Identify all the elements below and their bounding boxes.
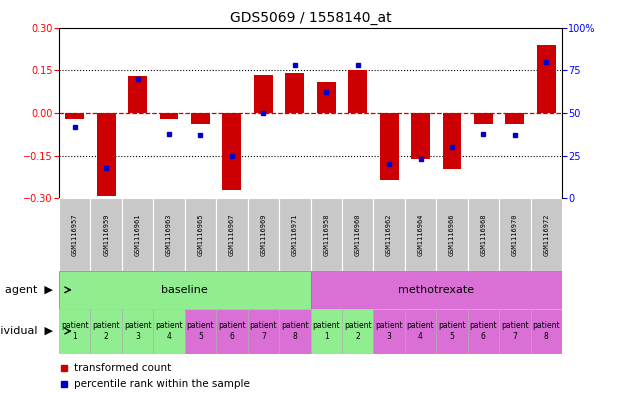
Bar bbox=[499, 309, 530, 354]
Text: GSM1116970: GSM1116970 bbox=[512, 213, 518, 256]
Bar bbox=[499, 198, 530, 271]
Text: GSM1116968: GSM1116968 bbox=[481, 213, 486, 256]
Bar bbox=[310, 198, 342, 271]
Text: transformed count: transformed count bbox=[74, 363, 171, 373]
Bar bbox=[185, 309, 216, 354]
Bar bbox=[468, 198, 499, 271]
Text: GSM1116967: GSM1116967 bbox=[229, 213, 235, 256]
Bar bbox=[530, 198, 562, 271]
Text: GSM1116964: GSM1116964 bbox=[417, 213, 424, 256]
Text: GSM1116972: GSM1116972 bbox=[543, 213, 550, 256]
Bar bbox=[122, 309, 153, 354]
Bar bbox=[279, 309, 310, 354]
Bar bbox=[505, 113, 524, 124]
Bar bbox=[342, 198, 373, 271]
Bar bbox=[310, 271, 562, 309]
Text: patient
7: patient 7 bbox=[501, 321, 528, 341]
Bar bbox=[91, 309, 122, 354]
Text: methotrexate: methotrexate bbox=[398, 285, 474, 295]
Bar bbox=[59, 198, 91, 271]
Text: patient
5: patient 5 bbox=[187, 321, 214, 341]
Text: individual  ▶: individual ▶ bbox=[0, 326, 53, 336]
Text: GSM1116963: GSM1116963 bbox=[166, 213, 172, 256]
Text: patient
6: patient 6 bbox=[218, 321, 246, 341]
Bar bbox=[279, 198, 310, 271]
Bar bbox=[443, 113, 461, 169]
Text: patient
8: patient 8 bbox=[281, 321, 309, 341]
Text: patient
4: patient 4 bbox=[155, 321, 183, 341]
Text: GSM1116957: GSM1116957 bbox=[71, 213, 78, 256]
Bar bbox=[160, 113, 178, 119]
Bar bbox=[379, 113, 399, 180]
Bar bbox=[530, 309, 562, 354]
Text: patient
1: patient 1 bbox=[312, 321, 340, 341]
Bar bbox=[317, 82, 335, 113]
Bar bbox=[248, 309, 279, 354]
Text: patient
8: patient 8 bbox=[532, 321, 560, 341]
Bar bbox=[65, 113, 84, 119]
Text: GSM1116958: GSM1116958 bbox=[323, 213, 329, 256]
Bar bbox=[468, 309, 499, 354]
Bar bbox=[436, 309, 468, 354]
Bar bbox=[128, 76, 147, 113]
Text: patient
7: patient 7 bbox=[250, 321, 277, 341]
Bar bbox=[216, 309, 248, 354]
Bar bbox=[474, 113, 493, 124]
Bar bbox=[59, 271, 310, 309]
Bar bbox=[405, 198, 436, 271]
Bar bbox=[310, 309, 342, 354]
Bar bbox=[373, 309, 405, 354]
Text: baseline: baseline bbox=[161, 285, 208, 295]
Text: GSM1116962: GSM1116962 bbox=[386, 213, 392, 256]
Text: percentile rank within the sample: percentile rank within the sample bbox=[74, 379, 250, 389]
Text: GSM1116971: GSM1116971 bbox=[292, 213, 298, 256]
Bar bbox=[222, 113, 242, 190]
Text: GSM1116965: GSM1116965 bbox=[197, 213, 204, 256]
Bar bbox=[411, 113, 430, 158]
Bar bbox=[436, 198, 468, 271]
Bar bbox=[405, 309, 436, 354]
Bar bbox=[348, 70, 367, 113]
Bar bbox=[342, 309, 373, 354]
Bar bbox=[59, 309, 91, 354]
Text: agent  ▶: agent ▶ bbox=[5, 285, 53, 295]
Bar bbox=[254, 75, 273, 113]
Text: GSM1116961: GSM1116961 bbox=[135, 213, 140, 256]
Text: GSM1116959: GSM1116959 bbox=[103, 213, 109, 256]
Text: patient
6: patient 6 bbox=[469, 321, 497, 341]
Bar bbox=[248, 198, 279, 271]
Text: GSM1116969: GSM1116969 bbox=[260, 213, 266, 256]
Bar bbox=[185, 198, 216, 271]
Text: patient
3: patient 3 bbox=[124, 321, 152, 341]
Bar bbox=[153, 198, 185, 271]
Text: GSM1116966: GSM1116966 bbox=[449, 213, 455, 256]
Text: patient
4: patient 4 bbox=[407, 321, 434, 341]
Text: patient
2: patient 2 bbox=[93, 321, 120, 341]
Bar bbox=[216, 198, 248, 271]
Bar bbox=[97, 113, 116, 196]
Bar bbox=[537, 44, 556, 113]
Bar bbox=[122, 198, 153, 271]
Bar bbox=[285, 73, 304, 113]
Bar bbox=[153, 309, 185, 354]
Title: GDS5069 / 1558140_at: GDS5069 / 1558140_at bbox=[230, 11, 391, 25]
Text: GSM1116960: GSM1116960 bbox=[355, 213, 361, 256]
Bar bbox=[373, 198, 405, 271]
Text: patient
1: patient 1 bbox=[61, 321, 89, 341]
Text: patient
2: patient 2 bbox=[344, 321, 371, 341]
Text: patient
5: patient 5 bbox=[438, 321, 466, 341]
Bar bbox=[191, 113, 210, 124]
Text: patient
3: patient 3 bbox=[375, 321, 403, 341]
Bar bbox=[91, 198, 122, 271]
